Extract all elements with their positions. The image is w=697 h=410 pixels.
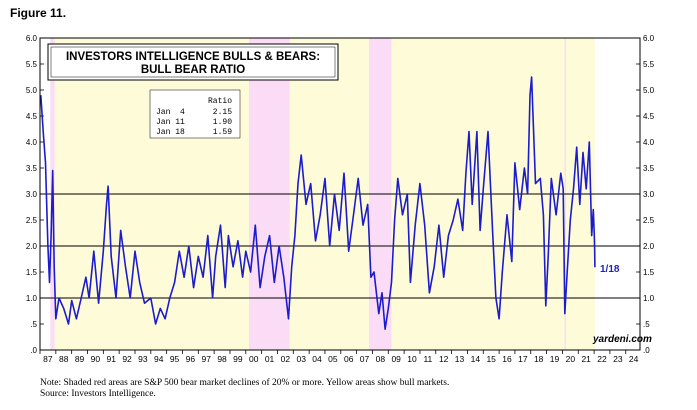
x-tick-label: 18 (534, 354, 544, 364)
source-text: Source: Investors Intelligence. (40, 389, 156, 399)
y-tick-label-right: 5.0 (643, 86, 655, 95)
x-tick-label: 02 (281, 354, 291, 364)
x-tick-label: 17 (518, 354, 528, 364)
table-value: 1.59 (213, 128, 232, 137)
x-tick-label: 16 (502, 354, 512, 364)
y-tick-label-left: 5.5 (26, 60, 38, 69)
x-tick-label: 15 (486, 354, 496, 364)
x-tick-label: 10 (407, 354, 417, 364)
series-line (40, 76, 596, 330)
table-value: 2.15 (213, 108, 232, 117)
x-tick-label: 98 (217, 354, 227, 364)
x-tick-label: 96 (186, 354, 196, 364)
x-tick-label: 21 (581, 354, 591, 364)
x-tick-label: 99 (233, 354, 243, 364)
x-tick-label: 00 (249, 354, 259, 364)
y-tick-label-left: 4.5 (26, 112, 38, 121)
table-date: Jan 18 (156, 128, 185, 137)
y-tick-label-right: 1.0 (643, 294, 655, 303)
x-tick-label: 04 (312, 354, 322, 364)
x-tick-label: 93 (138, 354, 148, 364)
x-tick-label: 08 (376, 354, 386, 364)
y-tick-label-right: 1.5 (643, 268, 655, 277)
table-value: 1.90 (213, 118, 232, 127)
x-tick-label: 03 (296, 354, 306, 364)
watermark: yardeni.com (592, 334, 652, 345)
title-box: INVESTORS INTELLIGENCE BULLS & BEARS: BU… (47, 43, 339, 81)
y-tick-label-right: 2.0 (643, 242, 655, 251)
chart-subtitle: BULL BEAR RATIO (141, 64, 245, 76)
y-tick-label-right: 3.0 (643, 190, 655, 199)
y-tick-label-right: 3.5 (643, 164, 655, 173)
x-tick-label: 11 (423, 354, 432, 364)
x-tick-label: 89 (75, 354, 85, 364)
x-tick-label: 06 (344, 354, 354, 364)
table-date: Jan 4 (156, 108, 185, 117)
y-tick-label-left: 3.0 (26, 190, 38, 199)
x-tick-label: 13 (455, 354, 465, 364)
x-tick-label: 92 (122, 354, 132, 364)
y-tick-label-left: .5 (30, 320, 37, 329)
x-tick-label: 88 (59, 354, 69, 364)
y-tick-label-right: 4.5 (643, 112, 655, 121)
table-header: Ratio (208, 97, 232, 106)
x-tick-label: 05 (328, 354, 338, 364)
x-tick-label: 19 (550, 354, 560, 364)
x-tick-label: 87 (43, 354, 53, 364)
chart-title: INVESTORS INTELLIGENCE BULLS & BEARS: (66, 51, 320, 63)
y-tick-label-left: 4.0 (26, 138, 38, 147)
x-tick-label: 91 (107, 354, 117, 364)
ratio-table: Ratio Jan 4 2.15 Jan 11 1.90 Jan 18 1.59 (149, 89, 241, 139)
y-tick-label-left: .0 (30, 346, 37, 355)
y-tick-label-right: .5 (643, 320, 650, 329)
x-tick-label: 94 (154, 354, 164, 364)
x-tick-label: 22 (597, 354, 607, 364)
x-tick-label: 01 (265, 354, 275, 364)
y-tick-label-right: 6.0 (643, 34, 655, 43)
y-tick-label-left: 1.0 (26, 294, 38, 303)
x-tick-label: 24 (629, 354, 639, 364)
note-text: Note: Shaded red areas are S&P 500 bear … (40, 378, 450, 388)
figure-label: Figure 11. (10, 6, 67, 20)
x-tick-label: 20 (566, 354, 576, 364)
y-tick-label-right: 2.5 (643, 216, 655, 225)
y-tick-label-left: 1.5 (26, 268, 38, 277)
y-tick-label-left: 2.5 (26, 216, 38, 225)
x-tick-label: 07 (360, 354, 370, 364)
y-tick-label-right: 5.5 (643, 60, 655, 69)
x-tick-label: 12 (439, 354, 449, 364)
x-tick-label: 95 (170, 354, 180, 364)
x-tick-label: 97 (201, 354, 211, 364)
x-tick-label: 90 (91, 354, 101, 364)
x-tick-label: 23 (613, 354, 623, 364)
y-tick-label-right: 4.0 (643, 138, 655, 147)
plot-frame (39, 37, 641, 351)
end-label: 1/18 (600, 264, 620, 275)
y-tick-label-right: .0 (643, 346, 650, 355)
x-tick-label: 14 (471, 354, 481, 364)
y-tick-label-left: 3.5 (26, 164, 38, 173)
y-tick-label-left: 6.0 (26, 34, 38, 43)
y-tick-label-left: 2.0 (26, 242, 38, 251)
y-tick-label-left: 5.0 (26, 86, 38, 95)
table-date: Jan 11 (156, 118, 185, 127)
x-tick-label: 09 (391, 354, 401, 364)
